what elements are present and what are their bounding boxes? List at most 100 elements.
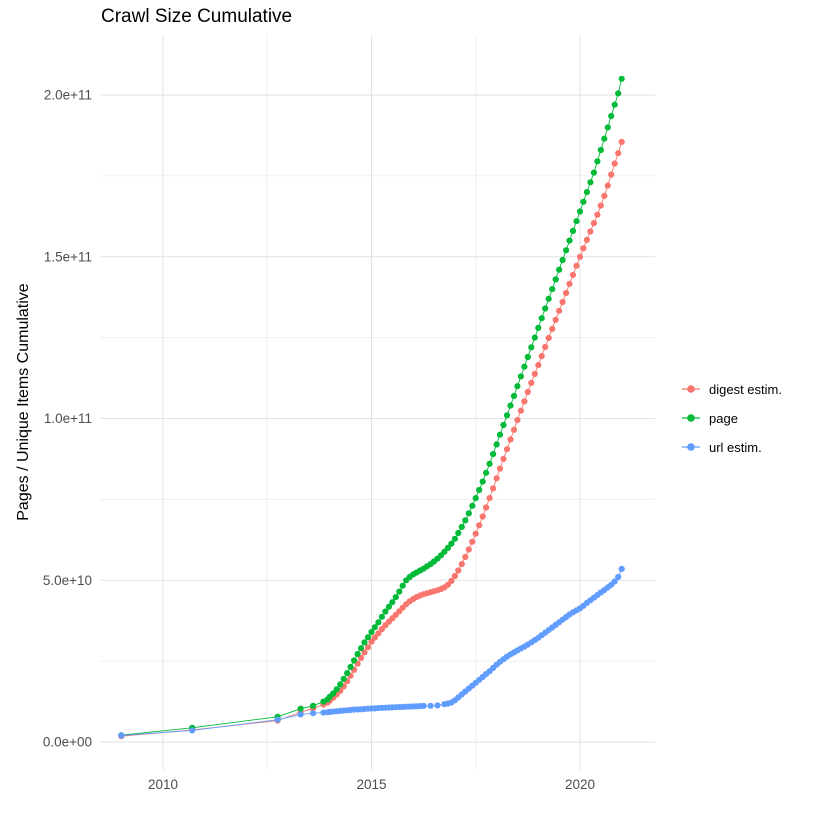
data-point: [297, 711, 304, 718]
y-tick-label: 0.0e+00: [43, 735, 92, 750]
data-point: [361, 639, 368, 646]
data-point: [472, 495, 479, 502]
data-point: [462, 517, 469, 524]
data-point: [559, 256, 566, 264]
data-point: [368, 628, 375, 636]
legend-key-icon: [682, 443, 700, 451]
legend: digest estim. page url estim.: [680, 379, 782, 466]
data-point: [458, 561, 465, 568]
data-point: [535, 324, 542, 331]
data-point: [563, 289, 570, 297]
data-point: [458, 523, 465, 531]
data-point: [514, 417, 521, 424]
data-point: [507, 402, 514, 409]
x-tick-label: 2015: [356, 777, 386, 792]
data-point: [510, 426, 518, 433]
data-point: [472, 530, 479, 537]
data-point: [601, 192, 608, 199]
x-tick-label: 2010: [148, 777, 178, 792]
data-point: [486, 460, 493, 467]
data-point: [451, 572, 458, 580]
legend-item-digest-estim: digest estim.: [680, 379, 782, 399]
legend-item-url-estim: url estim.: [680, 437, 782, 457]
legend-label: url estim.: [709, 439, 762, 455]
data-point: [385, 603, 392, 610]
data-point: [189, 727, 196, 734]
series-page: [118, 75, 625, 739]
data-point: [517, 407, 525, 414]
y-tick-label: 1.5e+11: [44, 249, 92, 264]
data-point: [500, 455, 507, 462]
series-digest-estim: [118, 138, 625, 740]
legend-key-dot: [687, 443, 695, 451]
legend-item-page: page: [680, 408, 782, 428]
data-point: [549, 325, 556, 332]
y-tick-label: 1.0e+11: [44, 411, 92, 426]
data-point: [524, 388, 531, 396]
data-point: [310, 710, 317, 717]
data-point: [524, 353, 531, 361]
data-point: [590, 220, 598, 227]
data-point: [514, 383, 521, 390]
data-point: [549, 286, 556, 293]
data-point: [611, 578, 618, 585]
data-point: [531, 334, 538, 341]
data-point: [552, 276, 559, 283]
data-point: [597, 202, 604, 209]
data-point: [448, 540, 455, 547]
grid-minor: [100, 35, 655, 770]
data-point: [451, 535, 458, 542]
data-point: [559, 298, 566, 306]
data-point: [382, 608, 389, 615]
data-point: [503, 412, 511, 419]
legend-label: page: [709, 410, 738, 426]
data-point: [351, 657, 358, 664]
data-point: [507, 436, 514, 443]
data-point: [357, 645, 365, 652]
data-point: [479, 478, 486, 485]
data-point: [618, 565, 625, 573]
axis-tick-labels: 0.0e+00 5.0e+10 1.0e+11 1.5e+11 2.0e+11 2010 2…: [43, 88, 595, 793]
data-point: [583, 189, 591, 196]
data-point: [375, 619, 382, 626]
data-point: [354, 650, 361, 658]
data-point: [469, 502, 476, 509]
data-point: [597, 146, 604, 154]
data-point: [618, 75, 625, 82]
data-point: [615, 150, 622, 157]
data-point: [604, 182, 611, 189]
data-point: [389, 599, 396, 606]
data-point: [479, 513, 486, 520]
data-point: [490, 451, 497, 458]
data-point: [503, 446, 511, 453]
data-point: [528, 344, 535, 351]
data-point: [521, 398, 528, 405]
data-point: [604, 124, 611, 131]
data-point: [364, 634, 372, 641]
data-point: [344, 670, 351, 677]
data-point: [490, 485, 497, 492]
data-point: [378, 613, 385, 620]
data-point: [364, 644, 372, 651]
grid-major: [100, 35, 655, 770]
data-point: [337, 681, 344, 688]
legend-key-dot: [687, 385, 695, 393]
data-point: [531, 370, 538, 377]
series-url-estim: [118, 565, 625, 739]
data-point: [590, 169, 598, 176]
data-point: [347, 663, 354, 671]
data-point: [297, 705, 304, 712]
data-point: [493, 441, 500, 448]
data-point: [444, 544, 451, 552]
data-point: [392, 594, 399, 601]
data-point: [500, 421, 507, 429]
data-point: [361, 649, 368, 656]
legend-key-icon: [682, 385, 700, 393]
data-point: [552, 316, 559, 323]
y-tick-label: 5.0e+10: [43, 573, 92, 588]
data-point: [465, 510, 472, 517]
chart-title: Crawl Size Cumulative: [101, 6, 293, 27]
data-point: [580, 245, 587, 252]
data-point: [476, 486, 483, 494]
